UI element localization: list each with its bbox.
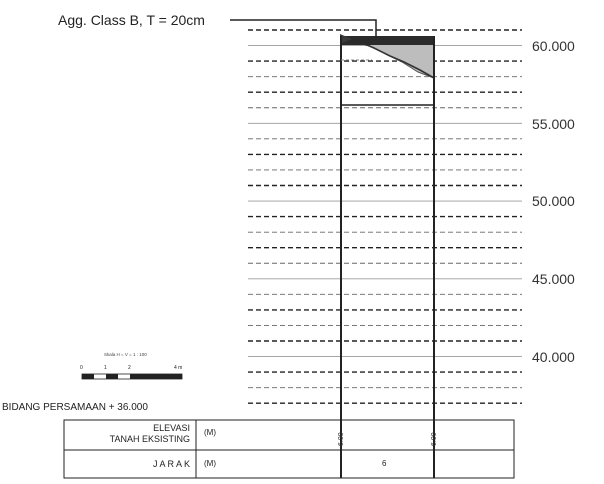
callout-leader bbox=[230, 19, 377, 38]
table-row1-unit: (M) bbox=[204, 428, 216, 437]
table-row2-label: J A R A K bbox=[152, 459, 190, 469]
aggregate-edge bbox=[340, 34, 352, 44]
scale-tick-2: 2 bbox=[128, 365, 131, 371]
road-section bbox=[340, 34, 435, 478]
table-row2-value: 6 bbox=[382, 459, 387, 468]
table-row1-label-line2: TANAH EKSISTING bbox=[109, 434, 190, 444]
table-row1-value-right: 6.00 bbox=[431, 432, 438, 446]
scale-tick-4: 4 m bbox=[174, 365, 183, 371]
data-table bbox=[63, 419, 515, 479]
scale-title: Skala H = V = 1 : 100 bbox=[104, 352, 147, 357]
scale-tick-1: 1 bbox=[104, 365, 107, 371]
aggregate-layer bbox=[342, 36, 434, 45]
elevation-grid bbox=[248, 29, 522, 404]
elevation-label-50: 50.000 bbox=[532, 193, 575, 209]
table-row2-unit: (M) bbox=[204, 459, 216, 468]
layer-callout-label: Agg. Class B, T = 20cm bbox=[58, 12, 205, 28]
table-row1-value-left: 6.00 bbox=[338, 432, 345, 446]
elevation-label-55: 55.000 bbox=[532, 116, 575, 132]
scale-bar bbox=[81, 373, 183, 380]
elevation-label-40: 40.000 bbox=[532, 349, 575, 365]
datum-label: BIDANG PERSAMAAN + 36.000 bbox=[2, 402, 148, 413]
elevation-label-60: 60.000 bbox=[532, 38, 575, 54]
scale-tick-0: 0 bbox=[80, 365, 83, 371]
elevation-label-45: 45.000 bbox=[532, 271, 575, 287]
table-row1-label-line1: ELEVASI bbox=[153, 423, 190, 433]
